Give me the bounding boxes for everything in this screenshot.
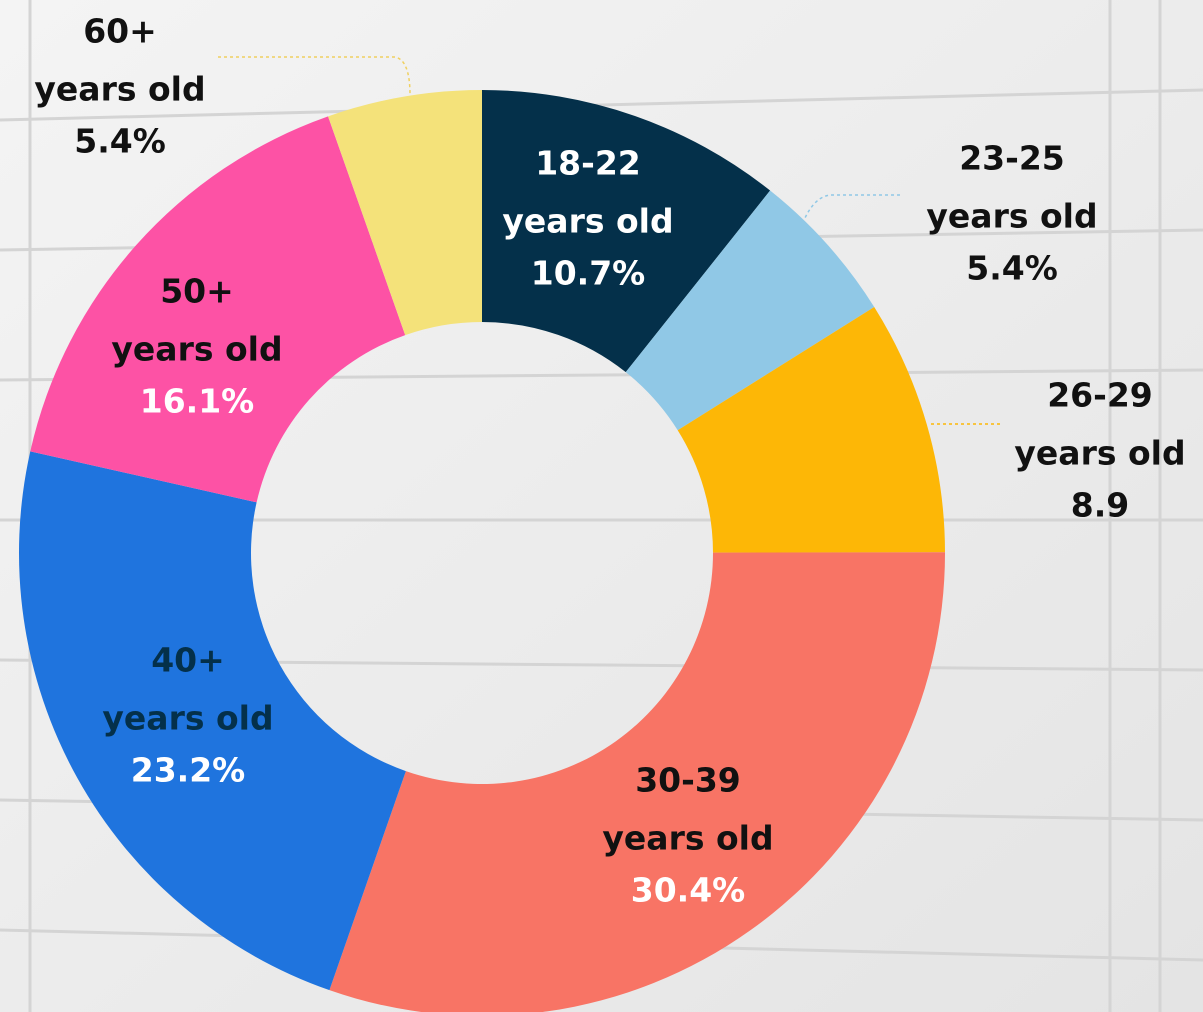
category-suffix: years old — [111, 330, 282, 369]
page: 18-22 years old 10.7% 23-25 years old 5.4% 26-… — [0, 0, 1203, 1012]
category-label: 60+ — [83, 12, 157, 51]
category-suffix: years old — [102, 699, 273, 738]
chart: 18-22 years old 10.7% 23-25 years old 5.4% 26-… — [0, 0, 1203, 1012]
category-suffix: years old — [1014, 434, 1185, 473]
category-suffix: years old — [926, 197, 1097, 236]
category-label: 40+ — [151, 641, 225, 680]
value-label: 5.4% — [966, 249, 1058, 288]
value-label: 10.7% — [531, 254, 646, 293]
category-label: 18-22 — [535, 144, 641, 183]
category-suffix: years old — [602, 819, 773, 858]
value-label: 30.4% — [631, 871, 746, 910]
category-label: 30-39 — [635, 761, 741, 800]
value-label: 23.2% — [131, 751, 246, 790]
category-suffix: years old — [502, 202, 673, 241]
category-label: 26-29 — [1047, 376, 1153, 415]
value-label: 16.1% — [140, 382, 255, 421]
category-label: 50+ — [160, 272, 234, 311]
category-suffix: years old — [34, 70, 205, 109]
category-label: 23-25 — [959, 139, 1065, 178]
value-label: 5.4% — [74, 122, 166, 161]
value-label: 8.9 — [1071, 486, 1129, 525]
